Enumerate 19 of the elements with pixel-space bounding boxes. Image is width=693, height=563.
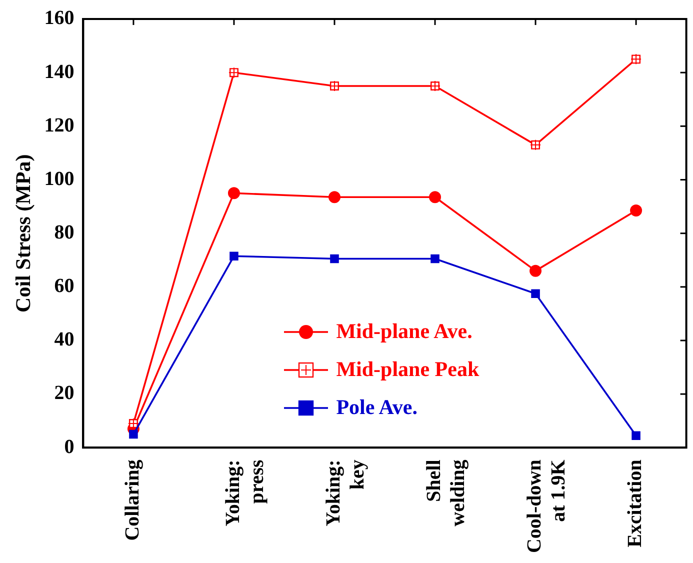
- legend-label: Pole Ave.: [336, 395, 418, 420]
- y-tick-label: 120: [44, 114, 74, 136]
- y-axis-title: Coil Stress (MPa): [11, 154, 36, 312]
- y-tick-label: 20: [54, 382, 74, 404]
- y-tick-label: 40: [54, 328, 74, 351]
- x-tick-label: Collaring: [122, 460, 144, 541]
- y-tick-label: 160: [44, 7, 74, 30]
- y-tick-label: 0: [64, 436, 74, 458]
- x-tick-label: Shell welding: [423, 459, 470, 526]
- x-tick-label: Excitation: [624, 460, 646, 548]
- y-tick-label: 140: [44, 60, 74, 83]
- x-tick-label: Yoking: key: [322, 460, 369, 526]
- legend-label: Mid-plane Ave.: [336, 319, 472, 344]
- x-tick-label: Cool-down at 1.9K: [524, 459, 570, 554]
- y-tick-label: 60: [54, 275, 74, 298]
- y-tick-label: 100: [44, 168, 74, 190]
- x-tick-label: Yoking: press: [222, 459, 268, 526]
- legend-label: Mid-plane Peak: [336, 357, 480, 382]
- y-tick-label: 80: [54, 221, 74, 244]
